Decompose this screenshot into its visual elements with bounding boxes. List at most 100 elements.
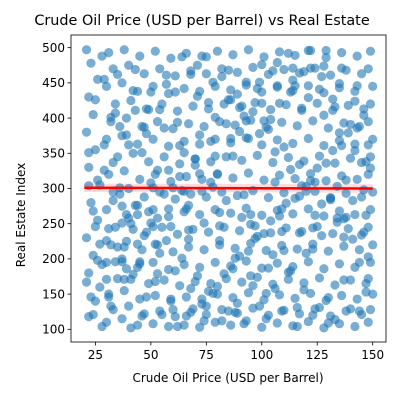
scatter-point	[159, 189, 169, 199]
scatter-point	[99, 165, 109, 175]
scatter-point	[241, 256, 251, 266]
x-tick-label: 150	[361, 348, 384, 362]
scatter-point	[241, 116, 251, 126]
scatter-point	[112, 242, 123, 252]
scatter-point	[292, 244, 302, 254]
scatter-point	[86, 197, 96, 208]
scatter-point	[308, 310, 318, 320]
scatter-point	[268, 250, 278, 260]
scatter-point	[363, 222, 373, 232]
scatter-point	[310, 177, 320, 187]
scatter-point	[356, 230, 367, 240]
scatter-point	[84, 162, 94, 172]
scatter-point	[321, 45, 331, 56]
scatter-point	[334, 78, 345, 89]
scatter-point	[266, 228, 276, 238]
scatter-point	[90, 221, 101, 232]
scatter-point	[352, 81, 362, 91]
scatter-point	[81, 233, 92, 243]
scatter-point	[186, 69, 196, 80]
scatter-point	[203, 97, 214, 108]
scatter-point	[363, 252, 373, 262]
scatter-point	[277, 226, 287, 237]
scatter-point	[259, 52, 269, 62]
x-tick-label: 125	[306, 348, 329, 362]
scatter-point	[215, 207, 225, 218]
scatter-point	[128, 86, 138, 96]
scatter-point	[108, 195, 118, 206]
scatter-point	[259, 228, 269, 239]
scatter-point	[272, 318, 282, 328]
scatter-point	[199, 121, 209, 132]
scatter-point	[81, 127, 92, 137]
scatter-point	[230, 253, 240, 263]
scatter-point	[132, 200, 143, 210]
scatter-point	[115, 121, 125, 132]
y-tick-label: 100	[42, 323, 65, 337]
scatter-point	[215, 236, 225, 246]
scatter-point	[261, 314, 271, 324]
scatter-point	[283, 274, 293, 284]
points-layer	[81, 45, 378, 333]
scatter-point	[308, 116, 318, 126]
scatter-point	[261, 245, 271, 256]
scatter-point	[345, 153, 356, 163]
scatter-point	[121, 264, 132, 274]
scatter-point	[88, 206, 98, 216]
scatter-point	[230, 243, 240, 253]
scatter-point	[186, 283, 196, 294]
scatter-point	[219, 269, 229, 279]
scatter-point	[343, 224, 353, 234]
scatter-point	[183, 119, 194, 129]
scatter-point	[159, 152, 169, 162]
scatter-point	[177, 253, 187, 263]
scatter-point	[86, 292, 96, 302]
scatter-point	[254, 301, 265, 311]
scatter-point	[99, 74, 109, 84]
scatter-point	[317, 71, 327, 82]
scatter-point	[254, 128, 265, 139]
scatter-point	[121, 209, 132, 220]
y-tick-label: 450	[42, 76, 65, 90]
scatter-point	[272, 81, 282, 91]
scatter-point	[101, 81, 112, 92]
scatter-point	[117, 201, 127, 211]
scatter-point	[348, 195, 358, 206]
scatter-point	[350, 96, 360, 106]
y-axis-label: Real Estate Index	[14, 163, 28, 268]
scatter-point	[361, 210, 371, 220]
scatter-point	[283, 48, 293, 58]
scatter-point	[339, 232, 349, 242]
scatter-point	[303, 45, 313, 56]
scatter-point	[334, 206, 345, 216]
scatter-point	[341, 188, 351, 199]
scatter-point	[164, 165, 174, 175]
scatter-point	[286, 87, 296, 97]
scatter-point	[172, 229, 183, 239]
scatter-point	[119, 274, 129, 284]
scatter-point	[257, 140, 267, 150]
scatter-point	[339, 241, 349, 251]
scatter-point	[152, 269, 163, 279]
scatter-point	[328, 228, 338, 239]
scatter-point	[106, 301, 116, 311]
scatter-point	[363, 274, 373, 284]
x-tick-label: 100	[250, 348, 273, 362]
scatter-point	[314, 302, 325, 313]
scatter-point	[179, 83, 189, 94]
scatter-point	[270, 147, 280, 157]
scatter-point	[266, 114, 276, 125]
scatter-point	[101, 205, 112, 215]
scatter-point	[168, 305, 178, 315]
scatter-point	[334, 128, 345, 138]
scatter-point	[330, 280, 340, 290]
scatter-point	[121, 130, 132, 140]
scatter-point	[141, 292, 152, 302]
scatter-point	[290, 174, 300, 184]
scatter-point	[175, 159, 185, 169]
y-tick-label: 300	[42, 182, 65, 196]
scatter-point	[263, 124, 274, 134]
scatter-point	[356, 192, 367, 202]
scatter-point	[157, 222, 167, 232]
